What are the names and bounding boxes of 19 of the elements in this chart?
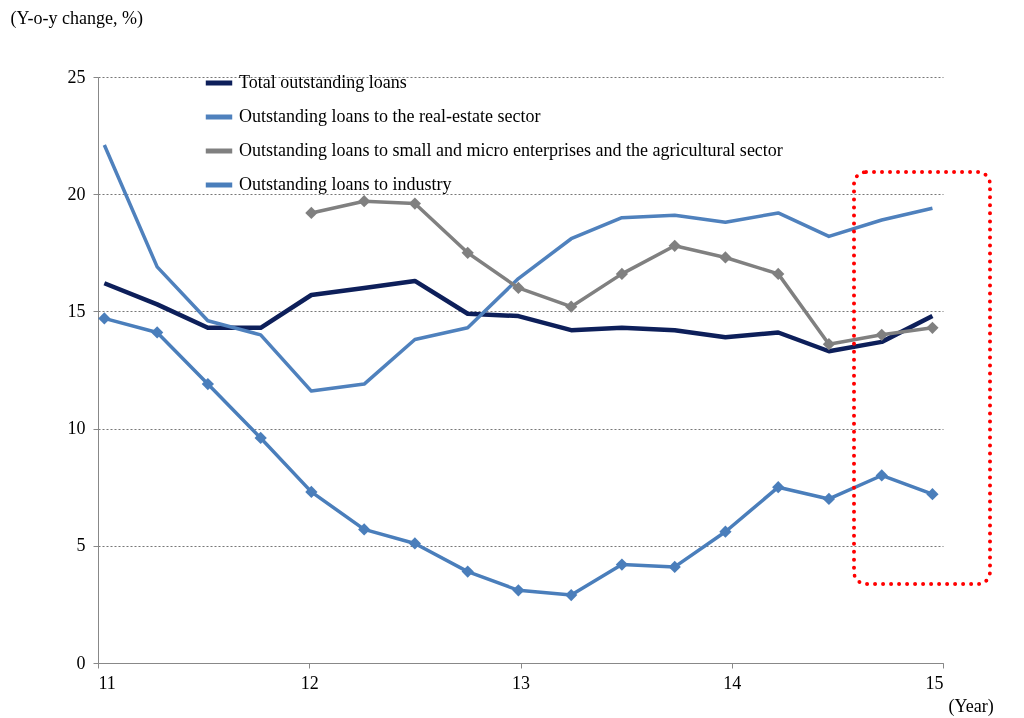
- x-tick-label: 15: [925, 672, 944, 693]
- y-tick-label: 20: [67, 183, 86, 204]
- y-tick-label: 10: [67, 418, 86, 439]
- line-series: [102, 278, 935, 354]
- legend-label: Outstanding loans to small and micro enterprises and the agricultural sector: [239, 140, 783, 160]
- x-tick-label: 13: [512, 672, 530, 693]
- x-axis-title: (Year): [948, 695, 994, 717]
- y-tick-label: 5: [76, 535, 86, 556]
- y-tick-label: 0: [76, 652, 86, 673]
- x-tick-label: 12: [300, 672, 319, 693]
- y-tick-label: 25: [67, 66, 86, 87]
- x-tick-label: 11: [98, 672, 116, 693]
- legend-label: Outstanding loans to industry: [239, 174, 452, 194]
- y-axis-title: (Y-o-y change, %): [10, 7, 143, 29]
- legend-label: Outstanding loans to the real-estate sector: [239, 106, 541, 126]
- x-tick-label: 14: [723, 672, 742, 693]
- line-series: [102, 143, 935, 393]
- y-tick-label: 15: [67, 300, 86, 321]
- legend-label: Total outstanding loans: [239, 72, 407, 92]
